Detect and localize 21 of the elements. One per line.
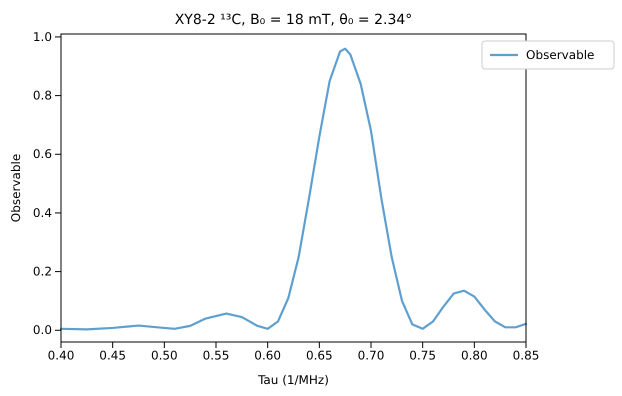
- x-tick-label: 0.40: [48, 348, 74, 363]
- line-series: [60, 48, 528, 330]
- y-tick-label: 1.0: [32, 30, 52, 44]
- x-tick-label: 0.75: [409, 348, 436, 363]
- y-tick-label: 0.6: [32, 147, 52, 162]
- x-tick-label: 0.80: [460, 348, 488, 363]
- y-axis-title: Observable: [9, 154, 23, 222]
- y-tick-label: 0.8: [32, 88, 52, 102]
- x-tick-label: 0.60: [254, 348, 282, 363]
- y-tick-label: 0.2: [32, 264, 52, 278]
- x-tick-label: 0.70: [358, 348, 384, 363]
- y-tick-label: 0.4: [32, 206, 52, 220]
- x-tick-label: 0.45: [99, 348, 126, 363]
- x-tick-label: 0.85: [512, 348, 540, 363]
- x-tick-label: 0.65: [306, 348, 333, 363]
- legend-label: Observable: [526, 48, 594, 62]
- y-tick-label: 0.0: [32, 323, 52, 338]
- chart-title: XY8-2 ¹³C, B₀ = 18 mT, θ₀ = 2.34°: [174, 12, 412, 28]
- x-tick-label: 0.55: [202, 348, 230, 363]
- x-tick-label: 0.50: [150, 348, 178, 363]
- x-axis-title: Tau (1/MHz): [257, 373, 329, 387]
